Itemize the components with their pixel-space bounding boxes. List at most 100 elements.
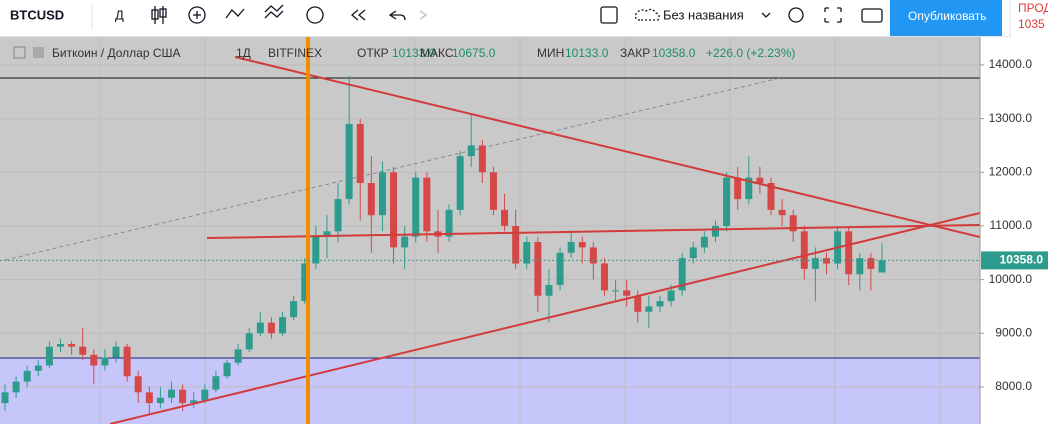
snapshot-button[interactable] <box>861 8 883 23</box>
candle-body <box>168 389 176 398</box>
candle-body <box>745 177 753 200</box>
candle-body <box>589 247 597 264</box>
last-price-box <box>981 251 1048 270</box>
cloud-icon <box>634 8 660 21</box>
settings-button[interactable] <box>788 7 804 23</box>
legend-close: 10358.0 <box>652 46 696 60</box>
y-tick-label: 12000.0 <box>989 164 1033 178</box>
candle-body <box>467 145 475 157</box>
candle-body <box>534 242 542 296</box>
candle-body <box>123 346 131 377</box>
legend-low-label: МИН <box>537 46 564 60</box>
candle-body <box>12 381 20 393</box>
legend-open-label: ОТКР <box>357 46 389 60</box>
replay-button[interactable] <box>350 9 366 21</box>
fullscreen-button[interactable] <box>824 7 842 23</box>
last-price-label: 10358.0 <box>1000 253 1044 267</box>
sell-label: ПРОД <box>1018 1 1048 15</box>
publish-label: Опубликовать <box>908 9 986 23</box>
candle-body <box>245 333 253 350</box>
legend-icon <box>13 46 26 59</box>
templates-button[interactable] <box>264 4 284 19</box>
y-tick-label: 8000.0 <box>995 379 1032 393</box>
candle-body <box>734 177 742 200</box>
y-tick-label: 13000.0 <box>989 111 1033 125</box>
candle-body <box>878 260 886 273</box>
candle-body <box>645 306 653 312</box>
candle-body <box>223 362 231 377</box>
candle-body <box>279 317 287 334</box>
candle-body <box>312 236 320 264</box>
sell-price: 1035 <box>1018 17 1045 31</box>
candle-body <box>190 400 198 404</box>
layout-name[interactable]: Без названия <box>663 7 744 22</box>
candle-body <box>90 354 98 366</box>
price-axis <box>980 37 1048 424</box>
candle-body <box>101 357 109 366</box>
candle-body <box>767 182 775 210</box>
candle-body <box>478 145 486 173</box>
redo-button[interactable] <box>419 10 428 20</box>
compare-button[interactable] <box>225 8 245 19</box>
publish-button[interactable] <box>890 0 1002 36</box>
candle-body <box>79 346 87 355</box>
legend-icon <box>33 47 44 58</box>
candle-body <box>23 370 31 382</box>
candle-body <box>811 258 819 269</box>
candle-body <box>845 231 853 275</box>
candle-body <box>600 263 608 291</box>
toolbar <box>0 0 1048 37</box>
undo-button[interactable] <box>388 10 406 21</box>
candle-body <box>656 301 664 307</box>
candle-body <box>267 322 275 334</box>
candle-body <box>412 177 420 237</box>
candle-body <box>523 242 531 264</box>
layout-checkbox[interactable] <box>600 6 618 24</box>
y-tick-label: 14000.0 <box>989 57 1033 71</box>
symbol[interactable]: BTCUSD <box>10 7 64 22</box>
candle-body <box>156 397 164 404</box>
trend-line <box>234 56 980 238</box>
trend-line <box>206 224 980 239</box>
candle-body <box>345 123 353 200</box>
candle-body <box>456 156 464 210</box>
y-tick-label: 9000.0 <box>995 325 1032 339</box>
candle-body <box>578 242 586 248</box>
candle-body <box>290 301 298 318</box>
candle-body <box>501 209 509 226</box>
legend-open: 10133.0 <box>392 46 436 60</box>
candle-body <box>334 199 342 232</box>
candle-body <box>256 322 264 334</box>
range-zone <box>0 358 980 424</box>
candle-body <box>800 231 808 269</box>
candle-body <box>623 290 631 296</box>
candle-body <box>378 172 386 216</box>
layout-dropdown[interactable] <box>761 12 771 18</box>
chart-type-button[interactable] <box>151 6 167 24</box>
legend-high: 10675.0 <box>452 46 496 60</box>
trend-line <box>109 212 980 424</box>
legend-name: Биткоин / Доллар США <box>52 46 181 60</box>
indicators-button[interactable] <box>188 6 206 24</box>
candle-body <box>367 182 375 216</box>
interval-button[interactable]: Д <box>115 7 124 22</box>
candle-body <box>356 123 364 183</box>
order-panel[interactable] <box>1010 0 1048 37</box>
candle-body <box>512 225 520 264</box>
alert-button[interactable] <box>306 6 324 24</box>
candle-body <box>867 258 875 269</box>
candle-body <box>711 225 719 237</box>
candle-body <box>68 344 76 347</box>
candle-body <box>822 258 830 264</box>
legend-change: +226.0 (+2.23%) <box>706 46 795 60</box>
candle-body <box>634 295 642 312</box>
legend-close-label: ЗАКР <box>620 46 650 60</box>
candle-body <box>401 236 409 248</box>
candle-body <box>57 344 65 347</box>
candle-body <box>212 376 220 390</box>
candle-body <box>34 365 42 371</box>
legend-low: 10133.0 <box>565 46 609 60</box>
candle-body <box>556 252 564 285</box>
candle-body <box>667 290 675 302</box>
candle-body <box>179 389 187 404</box>
